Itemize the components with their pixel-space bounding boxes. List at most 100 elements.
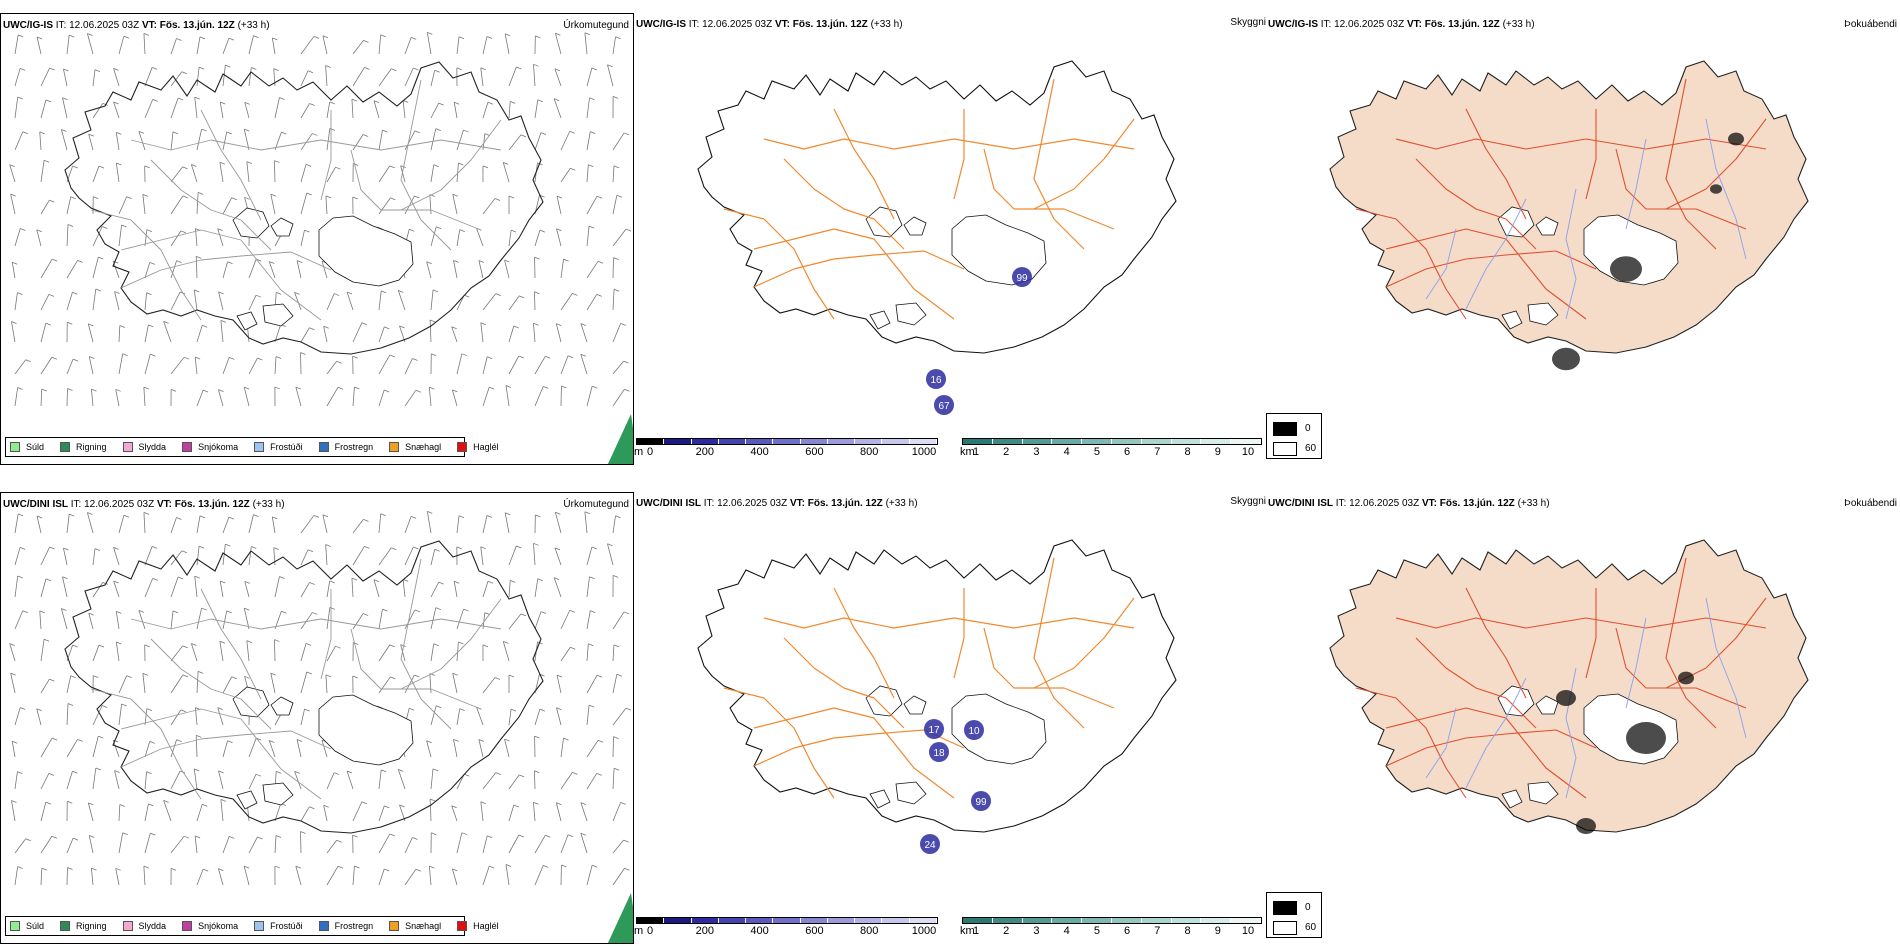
wind-barb [586,675,598,694]
colorbar-tick-label: 7 [1154,446,1161,458]
wind-barb-flag [413,546,419,550]
wind-barb-flag [567,355,574,359]
road-line [723,687,835,799]
glacier-outline [1527,781,1559,805]
wind-barb [274,576,280,598]
colorbar-swatch [882,918,910,923]
colorbar-swatch [827,918,856,923]
wind-barb-flag [543,865,549,868]
colorbar-swatch [718,918,747,923]
wind-barb-flag [45,99,52,103]
wind-barb [274,803,282,822]
wind-barb-flag [381,769,387,773]
wind-barb-flag [325,195,332,199]
wind-barb [248,737,257,758]
wind-barb [430,643,435,662]
wind-barb [428,866,432,886]
wind-barb [300,229,305,247]
wind-barb [325,65,328,87]
wind-barb-flag [612,575,619,578]
wind-barb-flag [561,385,567,389]
iceland-coastline [1329,539,1809,833]
wind-barb-flag [17,575,23,579]
wind-barb [274,131,282,151]
wind-barb [612,644,615,662]
wind-barb-flag [414,609,420,613]
wind-barb-flag [48,293,55,297]
fog-area [1710,184,1722,194]
wind-barb-flag [146,771,152,775]
wind-barb-flag [89,356,95,359]
wind-barb [326,166,336,183]
ceiling-value-label: 18 [933,748,945,759]
wind-barb-flag [434,69,440,73]
wind-barb-flag [272,37,278,41]
wind-barb [451,389,458,407]
road-line [320,589,332,680]
precip-legend-swatch [457,921,468,931]
wind-barb-flag [17,387,23,390]
wind-barb [222,610,228,630]
wind-barb [222,197,233,215]
road-line [90,688,202,800]
wind-barb-flag [198,66,205,70]
wind-barb-flag [281,131,287,135]
wind-barb-flag [9,164,15,167]
wind-barb [170,709,182,726]
wind-barb [451,868,458,886]
wind-barb-flag [184,835,190,839]
wind-barb [404,130,416,151]
wind-barb-flag [454,101,460,105]
wind-barb-flag [495,772,501,775]
road-line [1625,617,1647,709]
wind-barb-flag [591,385,598,389]
wind-barb-flag [244,102,250,105]
fog-area [1626,722,1666,754]
wind-barb [456,773,465,790]
wind-barb [196,389,204,407]
road-line [1615,148,1747,230]
colorbar-ticks: 1 2 3 4 5 6 7 8 9 10 [962,445,1262,459]
wind-barb [300,582,310,598]
wind-barb [586,705,590,726]
wind-barb-flag [543,386,549,389]
wind-barb-flag [431,353,437,357]
wind-barb-flag [229,835,235,839]
wind-barb-flag [11,800,17,803]
wind-barb-flag [181,71,188,75]
iceland-map-ceiling: 99 67 16 [697,60,1177,415]
wind-barb-flag [533,63,539,67]
wind-barb [534,132,542,151]
road-line [1385,250,1597,288]
wind-barb [40,357,53,375]
road-line [1665,78,1717,250]
fog-legend-label: 60 [1305,443,1317,454]
wind-barb-flag [452,672,458,676]
wind-barb [346,770,354,790]
wind-barb [378,34,382,55]
wind-barb-flag [432,768,439,772]
colorbar-swatch [1082,918,1112,923]
wind-barb [248,35,254,55]
wind-barb-flag [202,803,208,807]
wind-barb-flag [426,261,432,265]
wind-barb [14,131,24,151]
glacier-outline [869,310,891,330]
wind-barb-flag [458,36,465,40]
wind-barb [480,546,484,566]
wind-barb-flag [225,64,231,68]
wind-barb [482,835,488,854]
wind-barb-flag [390,676,396,680]
colorbar-tick-label: 3 [1033,446,1040,458]
wind-barb [92,257,99,279]
ceiling-colorbar: m 0 200 400 600 800 1000 [634,438,938,459]
wind-barb [222,131,228,151]
wind-barb [115,868,120,886]
wind-barb-flag [274,639,280,642]
precip-legend-item: Slydda [122,921,166,931]
wind-barb [244,102,250,119]
wind-barb [378,326,385,343]
wind-barb-flag [48,772,55,776]
wind-barb-flag [244,865,250,869]
wind-barb [560,738,564,758]
